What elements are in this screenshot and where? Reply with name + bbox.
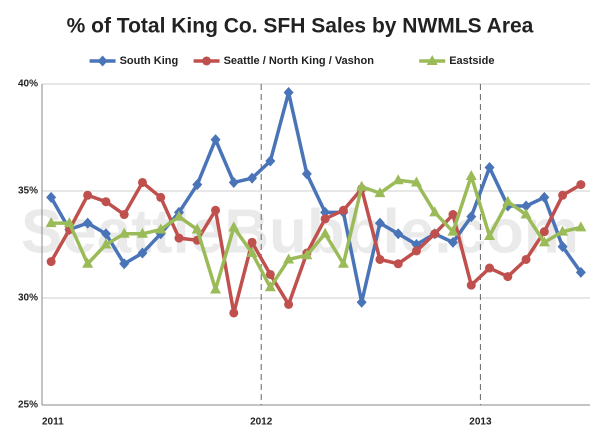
marker [174,233,184,243]
marker [284,299,294,309]
marker [63,217,75,228]
marker [320,214,330,224]
marker [374,187,386,198]
marker [46,257,56,267]
marker [393,259,403,269]
marker [503,272,513,282]
marker [229,308,239,318]
marker [448,210,458,220]
legend-label: Eastside [449,55,494,67]
marker [83,190,93,200]
marker [430,229,440,239]
marker [119,258,130,270]
marker [410,176,422,187]
marker [210,134,221,146]
x-tick-label: 2012 [250,417,273,428]
marker [156,192,166,202]
marker [484,229,496,240]
marker [247,172,258,184]
marker [265,155,276,167]
series [45,170,587,294]
marker [45,217,57,228]
marker [575,221,587,232]
marker [576,180,586,190]
legend-label: South King [120,55,179,67]
legend-label: Seattle / North King / Vashon [224,55,375,67]
y-tick-label: 40% [18,79,38,90]
marker [375,254,385,264]
y-tick-label: 25% [18,400,38,411]
marker [319,227,331,238]
marker [356,180,368,191]
marker [97,55,108,67]
marker [411,246,421,256]
marker [119,210,129,220]
marker [502,195,514,206]
legend: South King Seattle / North King / Vashon E… [89,55,494,67]
marker [173,210,185,221]
marker [575,266,586,278]
y-tick-label: 30% [18,293,38,304]
marker [283,87,294,99]
marker [356,296,367,308]
x-tick-label: 2013 [469,417,492,428]
marker [46,191,57,203]
marker [101,197,111,207]
marker [301,249,313,260]
marker [539,191,550,203]
marker [558,190,568,200]
marker [137,177,147,187]
marker [539,227,549,237]
marker [155,223,167,234]
marker [538,236,550,247]
marker [485,263,495,273]
marker [338,205,348,215]
marker [393,228,404,240]
marker [228,176,239,188]
marker [301,168,312,180]
marker [283,253,295,264]
marker [192,179,203,191]
marker [426,55,438,65]
marker [264,281,276,292]
marker [246,247,258,258]
marker [82,217,93,229]
marker [202,56,212,66]
marker [82,257,94,268]
marker [191,223,203,234]
marker [210,283,222,294]
marker [136,227,148,238]
chart-title: % of Total King Co. SFH Sales by NWMLS A… [67,15,534,38]
marker [228,221,240,232]
marker [447,225,459,236]
marker [211,205,221,215]
marker [337,257,349,268]
x-tick-label: 2011 [42,417,64,428]
marker [137,247,148,259]
marker [521,254,531,264]
marker [521,200,532,212]
marker [374,217,385,229]
marker [265,269,275,279]
marker [520,208,532,219]
marker [448,236,458,248]
marker [465,170,477,181]
marker [466,280,476,290]
marker [557,241,568,253]
marker [557,225,569,236]
marker [484,161,495,173]
y-tick-label: 35% [18,186,38,197]
marker [392,174,404,185]
marker [466,211,477,223]
marker [247,237,257,247]
marker [429,206,441,217]
marker [100,238,112,249]
marker [100,228,111,240]
marker [118,227,130,238]
